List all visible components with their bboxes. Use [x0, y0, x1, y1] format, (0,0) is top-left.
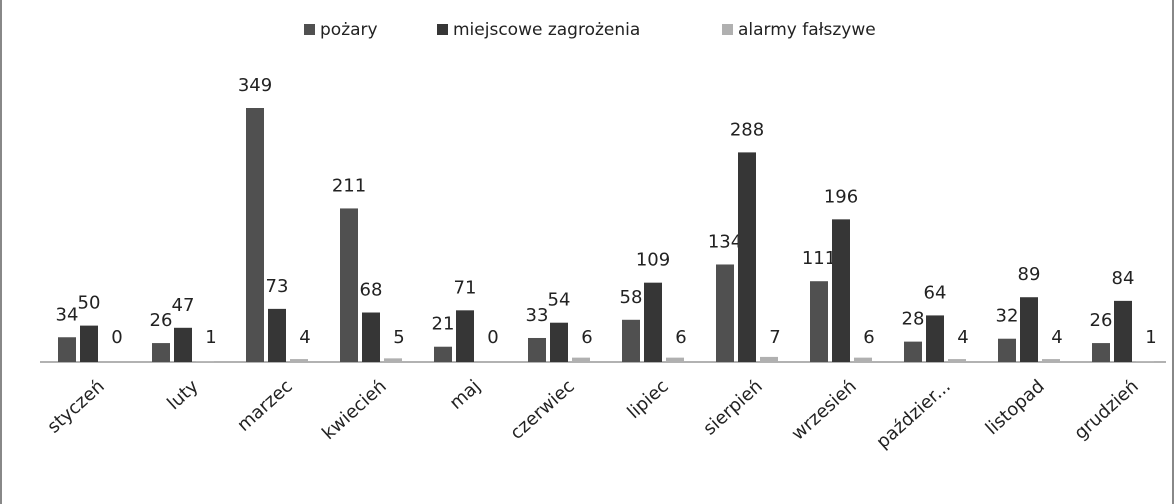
data-label: 28 [902, 309, 925, 330]
data-label: 58 [620, 287, 643, 308]
data-label: 134 [708, 231, 742, 252]
bar [832, 219, 850, 362]
data-label: 50 [78, 293, 101, 314]
bar [760, 356, 778, 362]
bar [152, 343, 170, 362]
legend-label: pożary [320, 20, 378, 40]
bar [926, 315, 944, 362]
data-label: 26 [150, 310, 173, 331]
bar [340, 208, 358, 362]
bar [196, 361, 214, 362]
data-label: 32 [996, 306, 1019, 327]
bar [246, 108, 264, 362]
bar [810, 281, 828, 362]
data-label: 349 [238, 75, 272, 96]
data-label: 4 [299, 327, 310, 348]
bar [738, 152, 756, 362]
bar [268, 308, 286, 362]
data-label: 109 [636, 250, 670, 271]
data-label: 6 [581, 327, 592, 348]
bar [572, 357, 590, 362]
bar [904, 341, 922, 362]
x-tick-label: sierpień [699, 376, 766, 440]
legend-label: miejscowe zagrożenia [453, 20, 640, 40]
bar [362, 312, 380, 362]
data-label: 288 [730, 119, 764, 140]
legend-swatch [304, 24, 315, 35]
legend-swatch [437, 24, 448, 35]
data-label: 211 [332, 175, 366, 196]
data-label: 4 [957, 327, 968, 348]
data-label: 5 [393, 327, 404, 348]
x-tick-label: luty [163, 376, 203, 415]
bar [998, 338, 1016, 362]
data-label: 26 [1090, 310, 1113, 331]
data-label: 89 [1018, 264, 1041, 285]
data-label: 73 [266, 276, 289, 297]
data-label: 47 [172, 295, 195, 316]
bar [1114, 300, 1132, 362]
x-tick-label: kwiecień [318, 376, 390, 444]
bar [622, 319, 640, 362]
x-tick-label: czerwiec [506, 376, 578, 444]
data-label: 33 [526, 305, 549, 326]
data-label: 7 [769, 327, 780, 348]
bar [456, 310, 474, 362]
bar [666, 357, 684, 362]
data-label: 0 [487, 327, 498, 348]
data-label: 4 [1051, 327, 1062, 348]
data-label: 111 [802, 248, 836, 269]
x-tick-label: listopad [982, 376, 1049, 439]
bar [1042, 359, 1060, 362]
bar [644, 282, 662, 362]
x-tick-label: maj [446, 376, 485, 414]
data-label: 68 [360, 280, 383, 301]
data-label: 6 [675, 327, 686, 348]
x-tick-label: lipiec [623, 376, 672, 423]
data-label: 71 [454, 277, 477, 298]
bar [80, 325, 98, 362]
legend-label: alarmy fałszywe [738, 20, 876, 40]
data-label: 1 [205, 327, 216, 348]
bar [948, 359, 966, 362]
bar [716, 264, 734, 362]
data-label: 0 [111, 327, 122, 348]
bar [1136, 361, 1154, 362]
bar [1092, 343, 1110, 362]
data-label: 1 [1145, 327, 1156, 348]
bar [550, 322, 568, 362]
data-label: 196 [824, 186, 858, 207]
x-tick-label: paździer... [872, 376, 954, 453]
data-label: 84 [1112, 268, 1135, 289]
data-label: 34 [56, 304, 79, 325]
bar [528, 337, 546, 362]
legend-swatch [722, 24, 733, 35]
data-label: 21 [432, 314, 455, 335]
bar [58, 337, 76, 362]
bar [854, 357, 872, 362]
bar [290, 359, 308, 362]
data-label: 54 [548, 290, 571, 311]
bar [384, 358, 402, 362]
data-label: 64 [924, 282, 947, 303]
bar [174, 327, 192, 362]
x-tick-label: marzec [233, 376, 296, 436]
data-label: 6 [863, 327, 874, 348]
x-tick-label: styczeń [43, 376, 108, 438]
x-tick-label: wrzesień [788, 376, 861, 445]
bar [1020, 297, 1038, 362]
bar [434, 346, 452, 362]
x-tick-label: grudzień [1070, 376, 1142, 444]
